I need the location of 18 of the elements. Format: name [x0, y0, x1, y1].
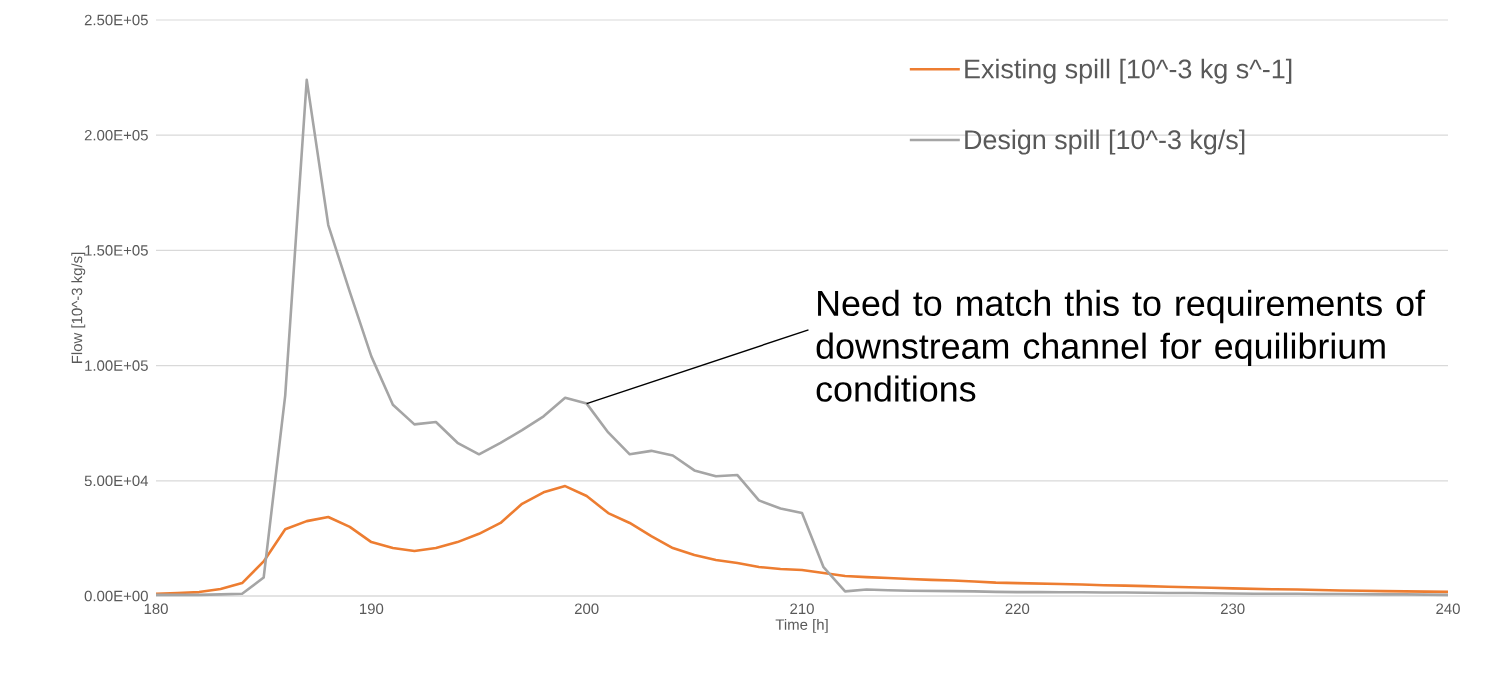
legend-label: Design spill [10^-3 kg/s] — [965, 129, 1245, 155]
annotation: Need to match this to requirements of downstream channel for equilibrium conditions — [816, 289, 1426, 402]
x-axis-title: Time [h] — [775, 618, 828, 633]
legend-label: Existing spill [10^-3 kg s^-1] — [965, 58, 1292, 84]
y-tick-label: 2.00E+05 — [84, 129, 148, 141]
x-tick-label: 220 — [1005, 603, 1030, 615]
y-axis-title: Flow [10^-3 kg/s] — [71, 252, 86, 364]
x-tick-label: 210 — [790, 603, 814, 615]
y-tick-label: 1.50E+05 — [85, 245, 148, 256]
x-tick-label: 230 — [1220, 603, 1245, 615]
x-tick-label: 200 — [574, 603, 599, 615]
y-tick-label: 2.50E+05 — [84, 14, 148, 26]
y-tick-label: 1.00E+05 — [85, 360, 148, 371]
x-tick-label: 180 — [144, 603, 168, 615]
y-tick-label: 0.00E+00 — [84, 590, 148, 602]
x-tick-label: 240 — [1436, 603, 1460, 615]
y-tick-label: 5.00E+04 — [84, 475, 149, 487]
x-tick-label: 190 — [360, 603, 384, 615]
